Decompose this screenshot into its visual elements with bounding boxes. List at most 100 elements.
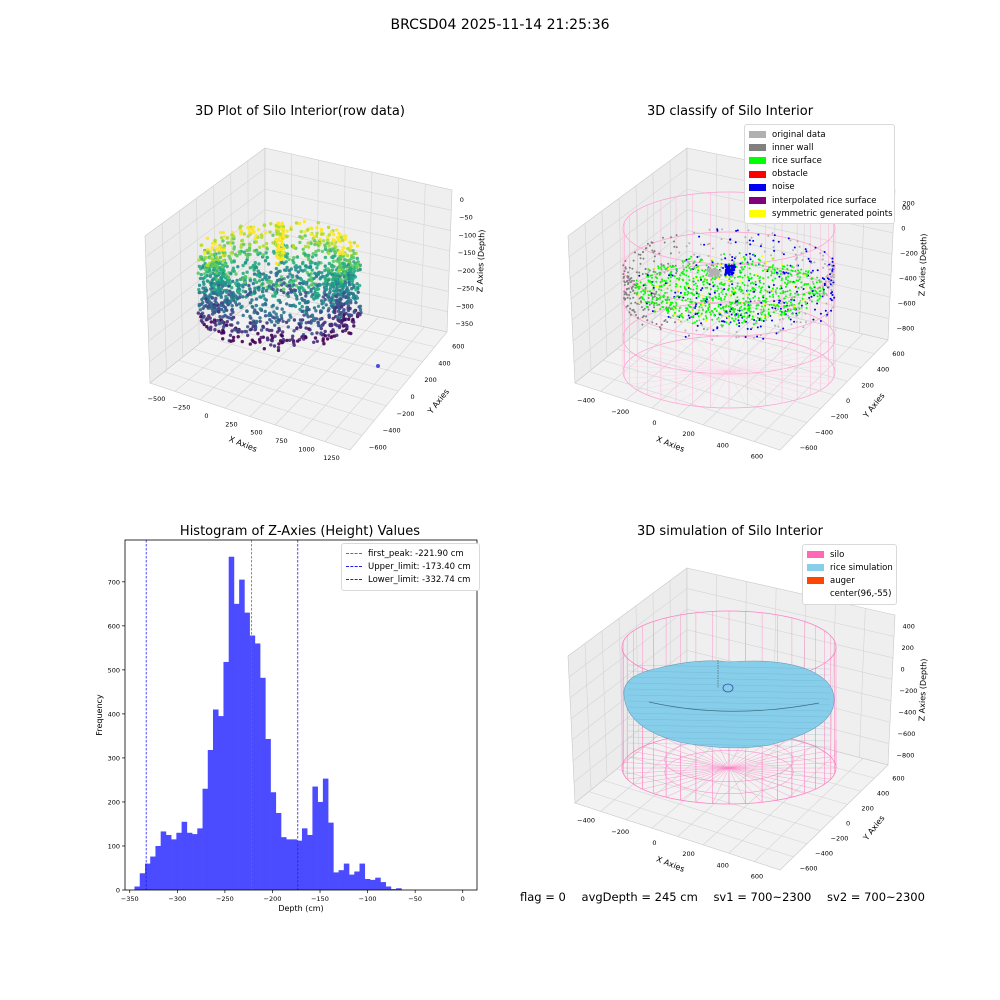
scatter-point bbox=[261, 324, 265, 329]
histogram-bar bbox=[328, 822, 334, 890]
z-tick-label: −400 bbox=[899, 708, 917, 716]
classified-point bbox=[811, 300, 813, 303]
scatter-point bbox=[244, 252, 248, 257]
scatter-point bbox=[280, 283, 284, 287]
scatter-point bbox=[263, 275, 267, 280]
scatter-point bbox=[346, 304, 351, 308]
classified-point bbox=[743, 315, 746, 318]
scatter-point bbox=[241, 295, 245, 299]
scatter-point bbox=[223, 306, 228, 310]
classified-point bbox=[644, 292, 647, 294]
classified-point bbox=[705, 296, 708, 298]
scatter-point bbox=[339, 314, 344, 318]
scatter-point bbox=[264, 231, 268, 235]
classified-point bbox=[828, 286, 831, 288]
classified-point bbox=[756, 316, 759, 319]
scatter-point bbox=[252, 278, 257, 282]
scatter-point bbox=[201, 306, 205, 310]
scatter-point bbox=[237, 283, 241, 287]
classified-point bbox=[645, 302, 648, 305]
classified-point bbox=[675, 234, 678, 237]
classified-point bbox=[793, 296, 796, 299]
classified-point bbox=[697, 267, 699, 270]
scatter-point bbox=[317, 293, 321, 298]
classified-point bbox=[694, 313, 697, 316]
scatter-point bbox=[246, 293, 250, 297]
classified-point bbox=[831, 271, 833, 274]
scatter-point bbox=[241, 283, 245, 287]
classified-point bbox=[665, 267, 668, 270]
scatter-point bbox=[264, 302, 268, 307]
scatter-point bbox=[351, 295, 355, 300]
scatter-point bbox=[304, 321, 308, 325]
classified-point bbox=[771, 279, 774, 282]
scatter-point bbox=[297, 286, 301, 290]
classified-point bbox=[715, 296, 718, 299]
scatter-point bbox=[246, 333, 250, 338]
classified-point bbox=[633, 311, 636, 313]
scatter-point bbox=[324, 287, 329, 292]
classified-point bbox=[642, 309, 645, 311]
classified-point bbox=[768, 314, 771, 317]
silo-floor-spoke bbox=[624, 365, 730, 373]
scatter-point bbox=[249, 290, 253, 294]
classified-point bbox=[809, 299, 812, 301]
silo-floor-spoke bbox=[692, 338, 730, 373]
scatter-point bbox=[239, 232, 243, 236]
surface-mesh-line bbox=[627, 706, 831, 712]
scatter-point bbox=[270, 328, 274, 333]
classified-point bbox=[687, 258, 690, 261]
scatter-point bbox=[352, 309, 357, 313]
classified-point bbox=[749, 258, 752, 261]
classified-point bbox=[685, 266, 688, 269]
scatter-point bbox=[282, 287, 286, 291]
silo-floor-spoke bbox=[624, 371, 730, 379]
z-tick-label: −300 bbox=[456, 302, 474, 310]
classified-point bbox=[791, 312, 794, 315]
scatter-point bbox=[228, 289, 232, 293]
classified-point bbox=[693, 294, 695, 297]
scatter-point bbox=[309, 289, 313, 294]
classified-point bbox=[717, 303, 720, 306]
legend-swatch bbox=[749, 183, 766, 191]
classified-point bbox=[751, 260, 754, 263]
classified-point bbox=[658, 252, 661, 255]
classified-point bbox=[682, 279, 685, 282]
classified-point bbox=[696, 312, 699, 315]
scatter-point bbox=[261, 294, 266, 298]
classified-point bbox=[713, 291, 716, 294]
classified-point bbox=[740, 290, 743, 293]
classified-point bbox=[762, 277, 765, 280]
scatter-point bbox=[239, 229, 243, 233]
scatter-point bbox=[198, 308, 203, 312]
z-tick-label: −800 bbox=[897, 325, 915, 333]
classified-point bbox=[741, 261, 744, 264]
classified-point bbox=[783, 301, 786, 304]
classified-point bbox=[786, 264, 789, 267]
classified-point bbox=[788, 289, 791, 292]
classified-point bbox=[754, 264, 757, 267]
scatter-point bbox=[315, 284, 319, 288]
classified-point bbox=[744, 293, 747, 296]
scatter-point bbox=[280, 242, 284, 246]
scatter-point bbox=[310, 319, 314, 323]
scatter-point bbox=[238, 252, 242, 256]
classified-point bbox=[770, 268, 773, 270]
scatter-point bbox=[213, 241, 218, 246]
scatter-point bbox=[238, 292, 242, 297]
histogram-bar bbox=[322, 778, 329, 890]
classified-point bbox=[629, 307, 632, 310]
scatter-point bbox=[316, 221, 320, 225]
classified-point bbox=[707, 308, 710, 311]
scatter-point bbox=[346, 272, 350, 276]
classified-point bbox=[747, 309, 750, 312]
scatter-point bbox=[216, 309, 221, 314]
classified-point bbox=[818, 297, 821, 300]
y-tick-label: 400 bbox=[877, 366, 889, 374]
scatter-point bbox=[330, 241, 334, 245]
classified-point bbox=[754, 280, 757, 283]
classified-point bbox=[794, 270, 797, 272]
scatter-point bbox=[270, 285, 274, 289]
silo-floor-spoke bbox=[728, 756, 831, 769]
classified-point bbox=[800, 281, 803, 284]
